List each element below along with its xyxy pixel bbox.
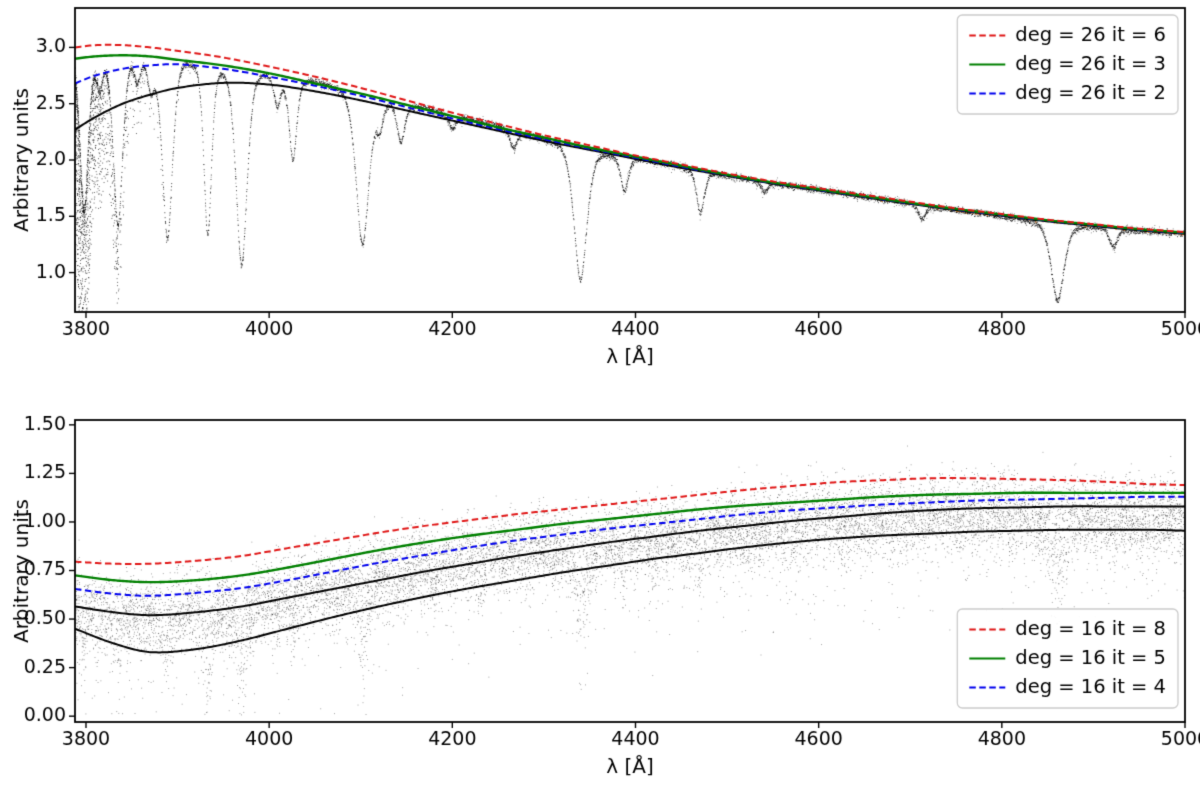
bottom-spectrum-canvas [0, 395, 1200, 788]
top-spectrum-panel [0, 0, 1200, 395]
bottom-spectrum-panel [0, 395, 1200, 788]
top-spectrum-canvas [0, 0, 1200, 395]
